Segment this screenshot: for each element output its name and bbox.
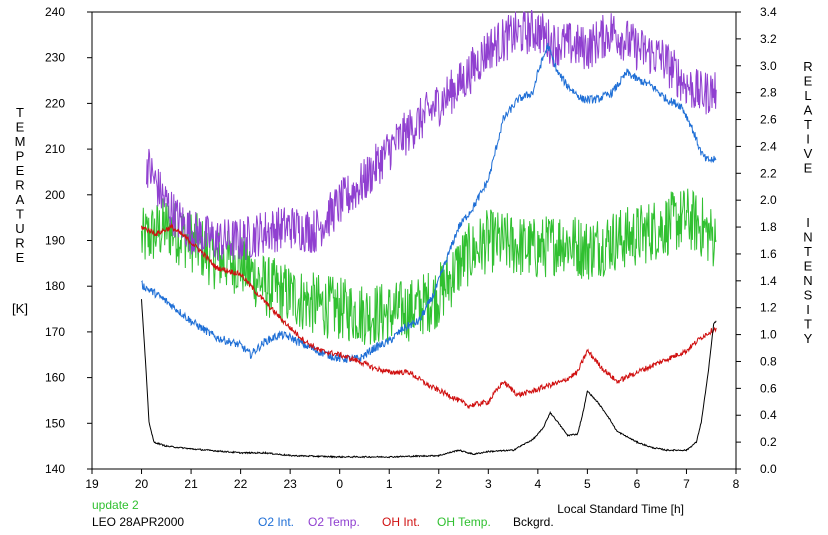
y-left-tick-label: 190	[45, 234, 65, 248]
y-left-title-letter: T	[16, 105, 24, 120]
y-right-tick-label: 2.4	[760, 139, 777, 153]
y-left-title-letter: M	[15, 134, 26, 149]
y-left-title-letter: E	[16, 120, 25, 135]
x-tick-label: 21	[184, 477, 198, 491]
y-left-tick-label: 200	[45, 188, 65, 202]
y-right-tick-label: 1.8	[760, 220, 777, 234]
y-right-tick-label: 0.2	[760, 435, 777, 449]
y-right-title-letter: E	[804, 259, 813, 274]
y-right-tick-label: 0.8	[760, 354, 777, 368]
legend-item: OH Temp.	[437, 515, 491, 529]
y-left-title-letter: U	[15, 221, 24, 236]
y-right-title-letter: T	[804, 244, 812, 259]
x-tick-label: 3	[485, 477, 492, 491]
series-line-oh-int	[141, 222, 717, 410]
update-label: update 2	[92, 498, 139, 512]
y-left-title-letter: T	[16, 207, 24, 222]
x-tick-label: 6	[634, 477, 641, 491]
x-tick-label: 8	[733, 477, 740, 491]
series-line-oh-temp	[141, 188, 717, 345]
y-right-tick-label: 2.6	[760, 113, 777, 127]
y-left-title-letter: E	[16, 250, 25, 265]
legend-item: O2 Temp.	[308, 515, 360, 529]
x-tick-label: 7	[683, 477, 690, 491]
series-line-o2-temp	[146, 10, 717, 262]
y-right-tick-label: 2.2	[760, 166, 777, 180]
x-tick-label: 2	[435, 477, 442, 491]
y-left-tick-label: 160	[45, 371, 65, 385]
x-tick-label: 23	[283, 477, 297, 491]
y-left-tick-label: 150	[45, 416, 65, 430]
y-right-title-letter: L	[804, 88, 811, 103]
legend-item: O2 Int.	[258, 515, 294, 529]
y-left-tick-label: 220	[45, 96, 65, 110]
y-left-title-letter: E	[16, 163, 25, 178]
y-right-tick-label: 3.2	[760, 32, 777, 46]
y-right-title-letter: I	[806, 132, 810, 147]
y-left-tick-label: 180	[45, 279, 65, 293]
legend-item: OH Int.	[382, 515, 420, 529]
y-right-title-letter: T	[804, 317, 812, 332]
y-left-title-letter: A	[16, 192, 25, 207]
y-right-tick-label: 1.2	[760, 301, 777, 315]
labels-layer: 19 20 21 22 23 0 1 2 3 4 5 6 7 8140150160170180190200…	[12, 5, 813, 491]
axes-layer	[87, 11, 741, 474]
series-layer	[141, 10, 717, 459]
y-right-title-letter: I	[806, 302, 810, 317]
y-right-title-letter: N	[803, 230, 812, 245]
y-right-tick-label: 3.0	[760, 59, 777, 73]
x-axis-label: Local Standard Time [h]	[557, 502, 684, 516]
y-right-tick-label: 2.8	[760, 86, 777, 100]
y-left-title-letter: R	[15, 236, 24, 251]
y-left-tick-label: 230	[45, 51, 65, 65]
y-right-tick-label: 2.0	[760, 193, 777, 207]
legend: O2 Int. O2 Temp. OH Int. OH Temp. Bckgrd.	[258, 515, 554, 529]
x-tick-label: 22	[234, 477, 248, 491]
x-tick-label: 19	[85, 477, 99, 491]
y-right-title-letter: E	[804, 161, 813, 176]
y-right-tick-label: 3.4	[760, 5, 777, 19]
x-tick-label: 1	[386, 477, 393, 491]
y-right-tick-label: 1.6	[760, 247, 777, 261]
y-right-tick-label: 0.6	[760, 381, 777, 395]
y-left-tick-label: 140	[45, 462, 65, 476]
y-right-title-letter: N	[803, 273, 812, 288]
y-right-tick-label: 1.0	[760, 328, 777, 342]
station-date-label: LEO 28APR2000	[92, 515, 184, 529]
y-right-tick-label: 1.4	[760, 274, 777, 288]
series-line-bckgrd	[141, 299, 717, 459]
y-left-tick-label: 210	[45, 142, 65, 156]
y-right-tick-label: 0.0	[760, 462, 777, 476]
y-right-title-letter: I	[806, 215, 810, 230]
y-right-title-letter: A	[804, 103, 813, 118]
y-right-title-letter: E	[804, 74, 813, 89]
x-tick-label: 5	[584, 477, 591, 491]
y-left-title-letter: P	[16, 149, 25, 164]
y-left-unit: [K]	[12, 301, 28, 316]
series-line-o2-int	[141, 42, 717, 364]
y-right-title-letter: T	[804, 117, 812, 132]
y-left-tick-label: 240	[45, 5, 65, 19]
legend-item: Bckgrd.	[513, 515, 554, 529]
y-right-tick-label: 0.4	[760, 408, 777, 422]
x-tick-label: 4	[535, 477, 542, 491]
y-right-title-letter: R	[803, 59, 812, 74]
y-right-title-letter: S	[804, 288, 813, 303]
x-tick-label: 20	[135, 477, 149, 491]
y-left-title-letter: R	[15, 178, 24, 193]
y-right-title-letter: Y	[804, 331, 813, 346]
y-left-tick-label: 170	[45, 325, 65, 339]
x-tick-label: 0	[336, 477, 343, 491]
y-right-title-letter: V	[804, 146, 813, 161]
